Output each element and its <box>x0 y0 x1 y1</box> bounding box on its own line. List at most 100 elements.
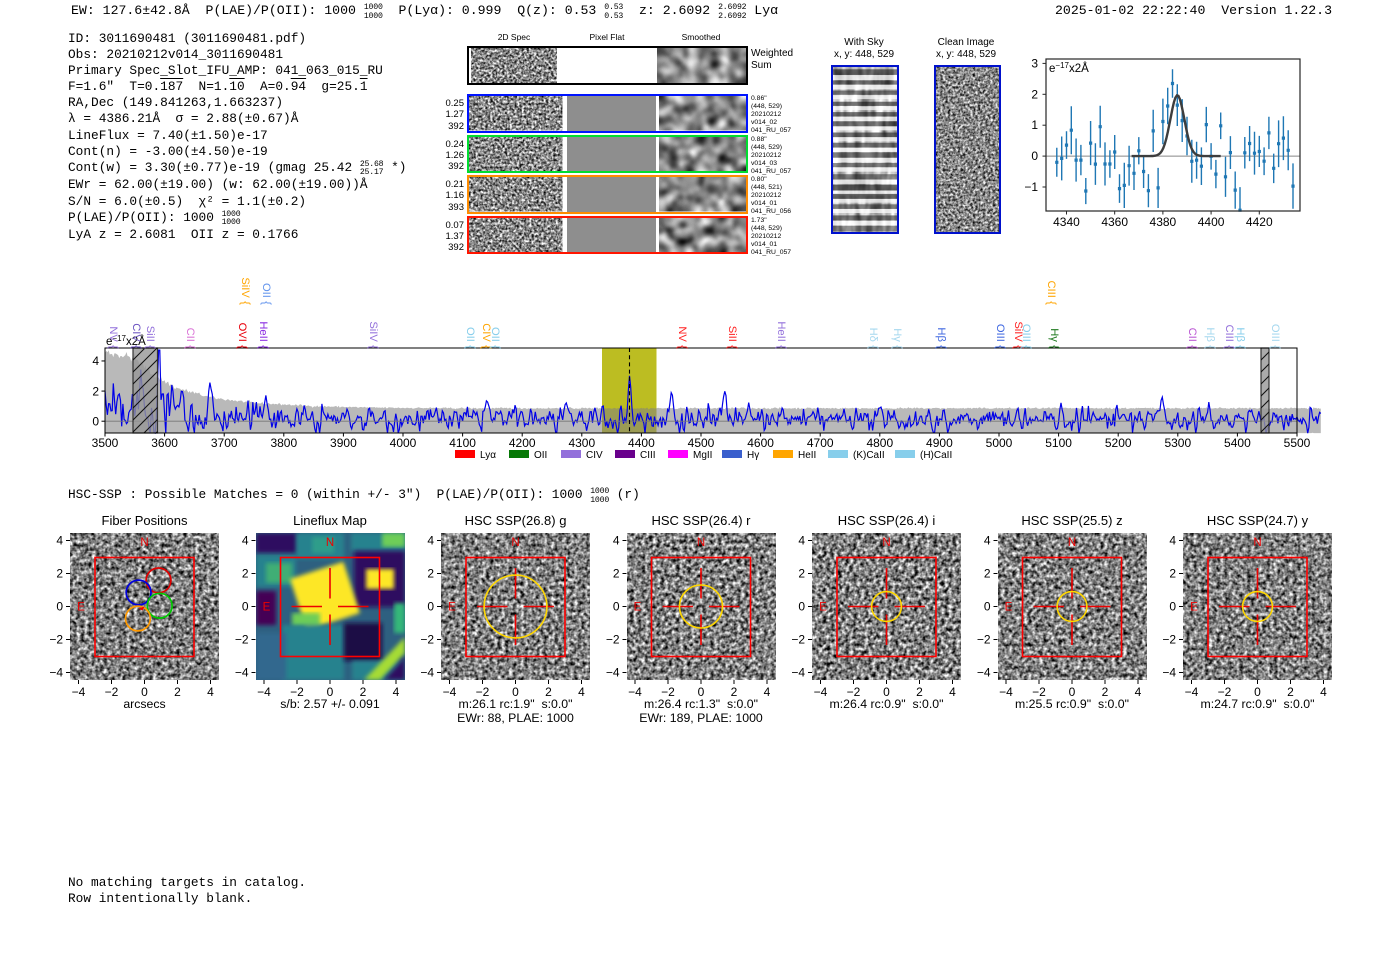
svg-text:2: 2 <box>56 567 63 581</box>
svg-text:CIII {: CIII { <box>1045 280 1059 305</box>
svg-text:2: 2 <box>731 685 738 699</box>
svg-text:0: 0 <box>512 685 519 699</box>
svg-text:SiII {: SiII { <box>144 326 158 349</box>
svg-text:E: E <box>1190 602 1198 614</box>
svg-text:0: 0 <box>327 685 334 699</box>
svg-text:1: 1 <box>1031 118 1038 132</box>
svg-text:4: 4 <box>92 354 99 368</box>
svg-text:CIV {: CIV { <box>130 323 144 349</box>
svg-text:(K)CaII: (K)CaII <box>853 450 885 461</box>
svg-text:4800: 4800 <box>866 436 893 450</box>
svg-text:−4: −4 <box>443 685 457 699</box>
svg-text:4420: 4420 <box>1246 215 1273 229</box>
svg-text:−2: −2 <box>661 685 675 699</box>
svg-text:0: 0 <box>798 600 805 614</box>
svg-text:5400: 5400 <box>1224 436 1251 450</box>
svg-text:4900: 4900 <box>926 436 953 450</box>
svg-text:4: 4 <box>1169 534 1176 548</box>
svg-text:OII {: OII { <box>489 327 503 349</box>
svg-text:0: 0 <box>92 414 99 428</box>
svg-text:4200: 4200 <box>509 436 536 450</box>
svg-text:5100: 5100 <box>1045 436 1072 450</box>
svg-text:CIV: CIV <box>586 450 603 461</box>
svg-text:Hβ {: Hβ { <box>1204 327 1218 349</box>
svg-text:OII: OII <box>534 450 547 461</box>
svg-text:4380: 4380 <box>1150 215 1177 229</box>
svg-text:Hγ {: Hγ { <box>891 328 905 349</box>
svg-text:−4: −4 <box>72 685 86 699</box>
svg-text:2: 2 <box>545 685 552 699</box>
svg-text:−2: −2 <box>290 685 304 699</box>
svg-text:−2: −2 <box>977 633 991 647</box>
svg-text:2: 2 <box>1169 567 1176 581</box>
svg-text:2: 2 <box>1102 685 1109 699</box>
svg-text:4: 4 <box>1320 685 1327 699</box>
svg-text:4: 4 <box>984 534 991 548</box>
svg-text:−4: −4 <box>814 685 828 699</box>
svg-text:4: 4 <box>764 685 771 699</box>
svg-text:OII {: OII { <box>260 283 274 305</box>
svg-text:0: 0 <box>984 600 991 614</box>
svg-text:0: 0 <box>141 685 148 699</box>
svg-text:3900: 3900 <box>330 436 357 450</box>
svg-text:4: 4 <box>427 534 434 548</box>
svg-text:4360: 4360 <box>1101 215 1128 229</box>
svg-text:−4: −4 <box>999 685 1013 699</box>
svg-text:4600: 4600 <box>747 436 774 450</box>
svg-text:4300: 4300 <box>568 436 595 450</box>
svg-text:2: 2 <box>360 685 367 699</box>
svg-text:2: 2 <box>916 685 923 699</box>
svg-text:N: N <box>1253 537 1261 549</box>
svg-text:4000: 4000 <box>390 436 417 450</box>
svg-text:−4: −4 <box>1162 666 1176 680</box>
svg-text:N: N <box>140 537 148 549</box>
svg-text:5200: 5200 <box>1105 436 1132 450</box>
svg-text:N: N <box>697 537 705 549</box>
svg-text:−2: −2 <box>791 633 805 647</box>
svg-text:NV {: NV { <box>676 326 690 349</box>
svg-text:Hδ {: Hδ { <box>867 328 881 349</box>
svg-text:2: 2 <box>242 567 249 581</box>
svg-text:4400: 4400 <box>1198 215 1225 229</box>
svg-text:−2: −2 <box>847 685 861 699</box>
svg-text:−2: −2 <box>49 633 63 647</box>
svg-text:OVI {: OVI { <box>236 323 250 349</box>
svg-text:−2: −2 <box>476 685 490 699</box>
svg-text:2: 2 <box>1287 685 1294 699</box>
svg-text:5300: 5300 <box>1164 436 1191 450</box>
svg-text:Lyα: Lyα <box>480 450 496 461</box>
svg-text:NV {: NV { <box>107 326 121 349</box>
svg-text:−2: −2 <box>235 633 249 647</box>
svg-text:E: E <box>77 602 85 614</box>
svg-text:0: 0 <box>883 685 890 699</box>
svg-text:−4: −4 <box>420 666 434 680</box>
svg-text:OIII {: OIII { <box>1020 324 1034 349</box>
svg-text:4: 4 <box>242 534 249 548</box>
svg-text:4: 4 <box>578 685 585 699</box>
svg-text:3700: 3700 <box>211 436 238 450</box>
svg-text:−4: −4 <box>606 666 620 680</box>
svg-text:4400: 4400 <box>628 436 655 450</box>
svg-text:N: N <box>326 537 334 549</box>
svg-text:4: 4 <box>798 534 805 548</box>
svg-text:−4: −4 <box>257 685 271 699</box>
svg-text:4: 4 <box>613 534 620 548</box>
svg-text:2: 2 <box>92 384 99 398</box>
svg-text:2: 2 <box>174 685 181 699</box>
svg-text:2: 2 <box>984 567 991 581</box>
svg-text:N: N <box>1068 537 1076 549</box>
svg-text:SiIV {: SiIV { <box>367 321 381 349</box>
svg-text:4: 4 <box>207 685 214 699</box>
svg-text:2: 2 <box>427 567 434 581</box>
svg-text:Hγ {: Hγ { <box>1048 328 1062 349</box>
svg-text:3600: 3600 <box>151 436 178 450</box>
svg-text:OII {: OII { <box>464 327 478 349</box>
svg-text:HeII: HeII <box>798 450 816 461</box>
svg-text:−4: −4 <box>977 666 991 680</box>
svg-text:E: E <box>448 602 456 614</box>
svg-text:E: E <box>1005 602 1013 614</box>
svg-text:HeII {: HeII { <box>775 321 789 349</box>
svg-text:−4: −4 <box>235 666 249 680</box>
svg-text:0: 0 <box>1169 600 1176 614</box>
svg-text:4: 4 <box>56 534 63 548</box>
